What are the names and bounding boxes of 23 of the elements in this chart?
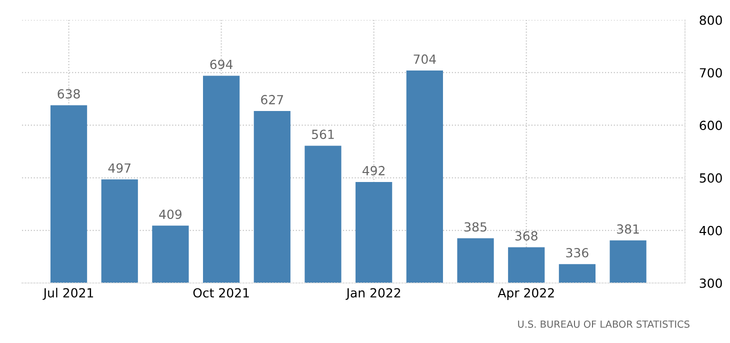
y-tick-label: 400 (700, 226, 722, 236)
y-tick-label: 600 (700, 120, 722, 130)
data-label: 627 (261, 94, 284, 104)
data-label: 638 (58, 89, 80, 99)
y-tick-label: 700 (700, 68, 722, 78)
data-label: 704 (414, 54, 436, 64)
data-label: 368 (515, 231, 538, 241)
data-label: 409 (159, 210, 182, 220)
x-tick-label: Jul 2021 (42, 288, 94, 300)
text: U.S. BUREAU OF LABOR STATISTICS (518, 320, 690, 328)
y-tick-label: 300 (700, 278, 722, 288)
x-tick-label: Jan 2022 (346, 288, 400, 300)
data-label: 492 (362, 166, 385, 176)
y-tick-label: 500 (700, 173, 722, 183)
x-tick-label: Oct 2021 (193, 288, 249, 298)
x-tick-label: Apr 2022 (498, 288, 554, 300)
data-label: 381 (617, 224, 639, 234)
y-tick-label: 800 (700, 15, 722, 25)
data-label: 694 (210, 60, 233, 70)
data-label: 497 (108, 163, 130, 173)
data-label: 336 (566, 248, 588, 258)
data-label: 385 (464, 222, 486, 232)
data-label: 561 (312, 130, 334, 140)
